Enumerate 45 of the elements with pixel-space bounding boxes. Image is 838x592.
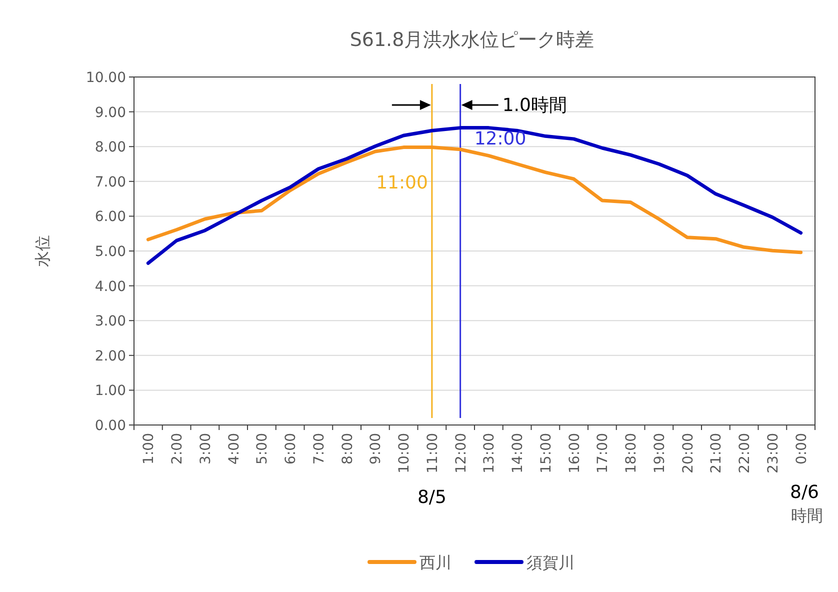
x-tick-label: 9:00: [368, 433, 384, 464]
y-tick-label: 6.00: [94, 209, 126, 226]
x-tick-label: 15:00: [538, 433, 554, 474]
y-tick-label: 0.00: [94, 418, 126, 434]
x-tick-label: 23:00: [765, 433, 782, 474]
x-tick-label: 4:00: [226, 433, 242, 464]
x-tick-label: 16:00: [566, 433, 583, 474]
x-tick-label: 11:00: [424, 433, 441, 474]
y-tick-label: 10.00: [86, 70, 126, 86]
text: 8/5: [417, 487, 446, 508]
x-tick-label: 3:00: [198, 433, 214, 464]
y-tick-label: 1.00: [94, 383, 126, 400]
x-tick-label: 0:00: [794, 433, 810, 464]
y-tick-label: 3.00: [94, 314, 126, 330]
x-tick-label: 21:00: [708, 433, 725, 474]
legend-label: 須賀川: [526, 553, 574, 572]
x-tick-label: 18:00: [624, 433, 640, 474]
text: 8/6: [790, 482, 819, 503]
y-tick-label: 7.00: [94, 174, 126, 190]
x-tick-label: 7:00: [311, 433, 328, 464]
x-tick-label: 8:00: [340, 433, 356, 464]
x-tick-label: 12:00: [453, 433, 470, 474]
x-tick-label: 13:00: [482, 433, 498, 474]
annotation: 1.0時間: [502, 95, 567, 116]
x-tick-label: 22:00: [737, 433, 754, 474]
x-tick-label: 2:00: [170, 433, 186, 464]
annotation: 12:00: [474, 128, 526, 150]
x-tick-label: 6:00: [283, 433, 300, 464]
y-tick-label: 5.00: [94, 244, 126, 260]
y-tick-label: 9.00: [94, 104, 126, 121]
x-tick-label: 5:00: [254, 433, 271, 464]
x-tick-label: 17:00: [595, 433, 612, 474]
y-tick-label: 2.00: [94, 348, 126, 364]
annotation: 11:00: [376, 172, 428, 194]
legend-label: 西川: [420, 553, 452, 572]
x-tick-label: 20:00: [680, 433, 696, 474]
y-tick-label: 4.00: [94, 278, 126, 295]
chart-title: S61.8月洪水水位ピーク時差: [350, 29, 594, 51]
x-tick-label: 19:00: [652, 433, 668, 474]
x-tick-label: 14:00: [510, 433, 526, 474]
y-tick-label: 8.00: [94, 140, 126, 156]
x-axis-title: 時間: [791, 506, 823, 525]
x-tick-label: 1:00: [141, 433, 158, 464]
x-tick-label: 10:00: [396, 433, 413, 474]
y-axis-title: 水位: [33, 235, 52, 267]
